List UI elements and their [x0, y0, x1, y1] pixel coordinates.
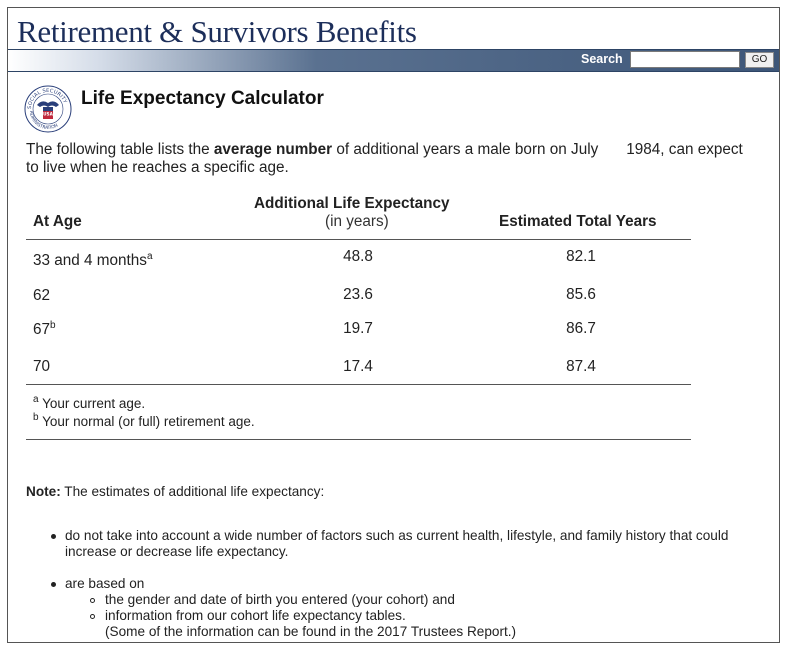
- table-row-total: 87.4: [566, 358, 596, 375]
- note-sub-bullet-2: information from our cohort life expecta…: [105, 608, 406, 623]
- bullet-icon: [51, 534, 56, 539]
- go-button[interactable]: GO: [745, 52, 774, 68]
- search-input[interactable]: [630, 51, 740, 68]
- col-header-age: At Age: [33, 213, 82, 230]
- search-label: Search: [581, 52, 623, 66]
- intro-text-1: The following table lists the: [26, 141, 214, 158]
- sub-bullet-icon: [90, 598, 95, 603]
- table-row-additional: 17.4: [343, 358, 373, 375]
- table-row-total: 86.7: [566, 320, 596, 337]
- footnote-a: a Your current age.: [33, 394, 146, 412]
- note-bullet-1: do not take into account a wide number o…: [65, 528, 729, 559]
- note-sub-bullet-2-paren: (Some of the information can be found in…: [105, 624, 517, 639]
- bullet-icon: [51, 582, 56, 587]
- table-row-age: 67b: [33, 320, 56, 339]
- ssa-seal-icon: SOCIAL SECURITY ADMINISTRATION USA: [24, 85, 72, 133]
- footnote-b: b Your normal (or full) retirement age.: [33, 412, 255, 430]
- table-row-total: 82.1: [566, 248, 596, 265]
- intro-paragraph: The following table lists the average nu…: [26, 141, 756, 177]
- table-row-age: 70: [33, 358, 51, 375]
- intro-bold: average number: [213, 141, 333, 158]
- intro-text-2: of additional years a male born on July: [332, 141, 599, 158]
- note-sub-bullet-1: the gender and date of birth you entered…: [105, 592, 455, 607]
- seal-center-text: USA: [43, 112, 53, 117]
- intro-text-3: 1984, can expect to live when he reaches…: [26, 141, 743, 176]
- table-row-additional: 19.7: [343, 320, 373, 337]
- table-row-additional: 48.8: [343, 248, 373, 265]
- table-header-rule: [26, 239, 691, 240]
- col-header-additional-sub: (in years): [325, 213, 389, 230]
- footnote-rule: [26, 439, 691, 440]
- note-bullet-2: are based on: [65, 576, 145, 591]
- table-row-additional: 23.6: [343, 286, 373, 303]
- sub-bullet-icon: [90, 614, 95, 619]
- table-row-age: 33 and 4 monthsa: [33, 251, 153, 270]
- table-row-total: 85.6: [566, 286, 596, 303]
- search-bar: Search GO: [8, 49, 779, 72]
- col-header-additional: Additional Life Expectancy: [254, 195, 450, 212]
- table-bottom-rule: [26, 384, 691, 385]
- page-title: Life Expectancy Calculator: [81, 88, 324, 109]
- col-header-total: Estimated Total Years: [499, 213, 657, 230]
- site-title: Retirement & Survivors Benefits: [17, 14, 417, 49]
- page-frame: Retirement & Survivors Benefits Search G…: [7, 7, 780, 643]
- note-heading: Note: The estimates of additional life e…: [26, 484, 325, 499]
- table-row-age: 62: [33, 287, 51, 304]
